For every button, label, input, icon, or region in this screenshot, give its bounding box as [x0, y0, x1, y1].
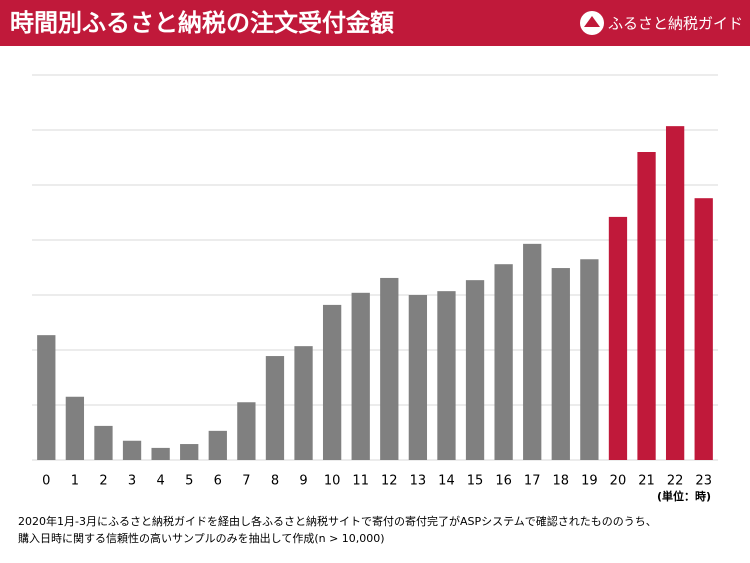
bar: [408, 295, 428, 460]
footnote: 2020年1月-3月にふるさと納税ガイドを経由し各ふるさと納税サイトで寄付の寄付…: [18, 514, 657, 528]
brand-logo: [580, 11, 604, 35]
bar: [351, 292, 370, 460]
x-tick-label: 2: [99, 474, 107, 489]
bar: [523, 243, 542, 460]
bar: [180, 444, 199, 460]
bar: [551, 268, 570, 460]
x-tick-label: 20: [610, 474, 627, 489]
x-tick-label: 7: [242, 474, 250, 489]
bar: [265, 356, 285, 460]
x-tick-label: 0: [42, 474, 50, 489]
x-tick-label: 19: [581, 474, 598, 489]
bar: [465, 280, 485, 460]
bar: [122, 440, 142, 460]
bar: [637, 152, 656, 460]
bar: [151, 447, 170, 460]
bar: [94, 425, 113, 460]
x-tick-label: 13: [410, 474, 427, 489]
x-tick-label: 3: [128, 474, 136, 489]
unit-label: (単位：時): [657, 489, 711, 503]
bar: [608, 216, 628, 460]
x-tick-label: 1: [71, 474, 79, 489]
x-tick-label: 18: [553, 474, 570, 489]
x-tick-label: 16: [495, 474, 512, 489]
bar: [380, 277, 399, 460]
bar: [437, 291, 456, 460]
bar: [580, 259, 599, 460]
bar: [237, 402, 256, 460]
bar: [322, 304, 342, 460]
bar: [65, 396, 85, 460]
x-tick-label: 6: [214, 474, 222, 489]
x-tick-label: 22: [667, 474, 684, 489]
x-tick-label: 5: [185, 474, 193, 489]
x-tick-label: 10: [324, 474, 341, 489]
chart-title: 時間別ふるさと納税の注文受付金額: [10, 9, 394, 37]
bar: [208, 430, 227, 460]
x-tick-label: 15: [467, 474, 484, 489]
x-tick-label: 12: [381, 474, 398, 489]
x-tick-label: 8: [271, 474, 279, 489]
x-tick-label: 23: [695, 474, 712, 489]
footnote: 購入日時に関する信頼性の高いサンプルのみを抽出して作成(n > 10,000): [18, 531, 385, 545]
bar: [37, 335, 56, 460]
x-tick-label: 9: [299, 474, 307, 489]
header-band: [0, 0, 750, 46]
bar: [294, 346, 313, 460]
x-tick-label: 14: [438, 474, 455, 489]
x-tick-label: 11: [352, 474, 369, 489]
x-tick-label: 17: [524, 474, 541, 489]
bar: [665, 126, 685, 461]
bar: [694, 198, 713, 460]
x-tick-label: 21: [638, 474, 655, 489]
x-tick-label: 4: [156, 474, 164, 489]
brand: ふるさと納税ガイド: [608, 15, 743, 33]
bar: [494, 264, 513, 460]
